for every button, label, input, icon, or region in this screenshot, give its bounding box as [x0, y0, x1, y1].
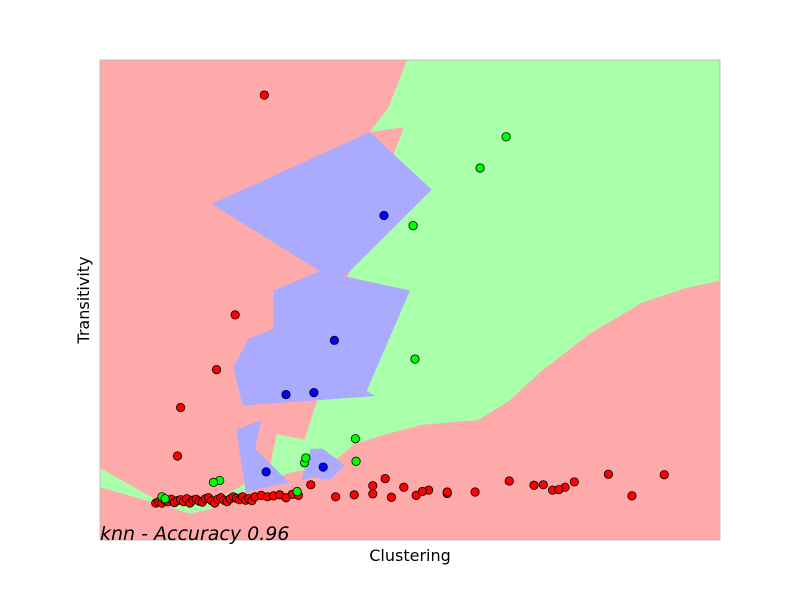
- point-green-7: [301, 453, 311, 463]
- point-red-51: [399, 482, 409, 492]
- point-green-3: [410, 354, 420, 364]
- point-blue-5: [318, 462, 328, 472]
- point-blue-4: [261, 467, 271, 477]
- point-red-57: [470, 487, 480, 497]
- point-green-5: [351, 456, 361, 466]
- point-green-12: [160, 494, 170, 504]
- data-points: [151, 90, 669, 508]
- region-green-0: [100, 60, 720, 514]
- point-red-50: [380, 473, 390, 484]
- point-red-1: [230, 310, 240, 320]
- point-red-65: [603, 469, 614, 479]
- point-green-10: [292, 486, 302, 497]
- point-red-0: [259, 90, 269, 100]
- point-blue-3: [281, 389, 291, 400]
- point-red-4: [172, 451, 183, 461]
- point-red-68: [659, 470, 669, 480]
- point-green-0: [501, 132, 511, 142]
- region-blue-1: [233, 271, 410, 406]
- point-green-4: [350, 434, 361, 444]
- point-red-49: [368, 489, 378, 499]
- point-red-63: [538, 480, 548, 490]
- point-red-46: [330, 492, 341, 502]
- point-red-59: [504, 476, 514, 486]
- point-red-66: [627, 491, 637, 501]
- accuracy-annotation: knn - Accuracy 0.96: [100, 523, 289, 545]
- point-red-48: [368, 481, 378, 491]
- plot-area: [99, 59, 721, 541]
- point-green-9: [208, 477, 219, 487]
- point-green-1: [475, 163, 485, 173]
- point-red-58: [442, 487, 452, 497]
- point-red-2: [211, 364, 222, 375]
- point-blue-2: [309, 388, 319, 398]
- point-red-47: [349, 490, 359, 500]
- point-red-67: [554, 484, 564, 495]
- point-blue-0: [379, 210, 389, 221]
- point-blue-1: [329, 335, 339, 345]
- point-green-2: [408, 221, 418, 231]
- point-red-3: [176, 402, 186, 413]
- point-red-52: [386, 492, 396, 502]
- plot-frame: [99, 59, 721, 541]
- point-red-62: [569, 477, 579, 487]
- region-blue-2: [236, 420, 290, 492]
- point-red-60: [529, 480, 539, 490]
- y-axis-label: Transitivity: [74, 256, 93, 344]
- point-red-45: [306, 480, 316, 490]
- point-red-55: [417, 486, 427, 497]
- decision-regions: [100, 60, 720, 514]
- x-axis-label: Clustering: [369, 546, 451, 565]
- region-blue-0: [211, 132, 432, 276]
